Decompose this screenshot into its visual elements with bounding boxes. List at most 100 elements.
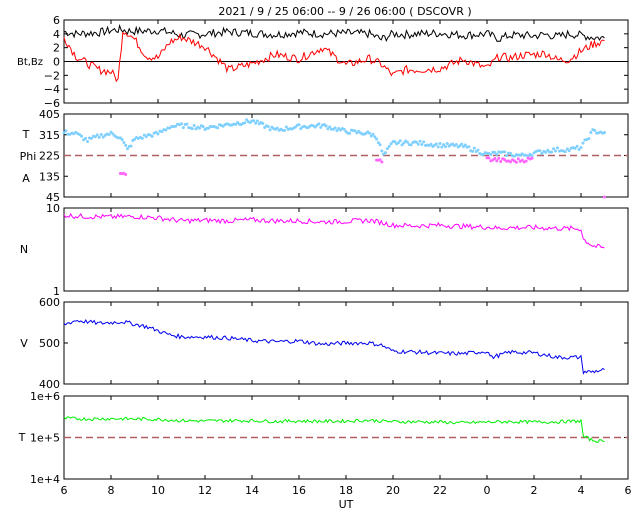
scatter-point-t — [393, 140, 397, 144]
scatter-point-t — [328, 125, 332, 129]
scatter-point-t — [129, 144, 133, 148]
scatter-point-t — [472, 146, 476, 150]
y-tick-label: 400 — [39, 378, 60, 391]
scatter-point-t — [418, 139, 422, 143]
scatter-point-t — [495, 152, 499, 156]
scatter-point-t — [254, 121, 258, 125]
scatter-point-a — [499, 160, 503, 164]
scatter-point-t — [442, 143, 446, 147]
scatter-point-t — [546, 148, 550, 152]
scatter-point-t — [387, 144, 391, 148]
scatter-point-t — [376, 141, 380, 145]
scatter-point-t — [107, 133, 111, 137]
scatter-point-a — [380, 160, 384, 164]
scatter-point-t — [154, 130, 158, 134]
scatter-point-t — [243, 121, 247, 125]
scatter-point-a — [520, 158, 524, 162]
scatter-point-t — [438, 142, 442, 146]
x-tick-label: 16 — [292, 484, 306, 497]
scatter-point-t — [415, 140, 418, 144]
scatter-point-a — [124, 172, 128, 176]
scatter-point-a — [524, 159, 528, 163]
scatter-point-t — [198, 126, 202, 130]
temperature-ylabel: T — [18, 431, 26, 444]
speed-panel: 600 500 400 V — [20, 296, 629, 391]
scatter-point-t — [174, 124, 178, 128]
scatter-point-t — [181, 126, 185, 130]
scatter-point-t — [156, 132, 160, 136]
scatter-point-t — [544, 150, 548, 154]
scatter-point-t — [140, 136, 144, 140]
y-tick-label: 10 — [46, 202, 60, 215]
scatter-point-t — [420, 142, 424, 146]
scatter-point-t — [120, 138, 124, 142]
scatter-point-t — [64, 129, 68, 133]
scatter-point-t — [266, 125, 270, 129]
scatter-point-t — [550, 150, 554, 154]
scatter-point-t — [563, 150, 567, 154]
scatter-point-t — [445, 141, 449, 145]
x-tick-label: 6 — [625, 484, 632, 497]
y-tick-label: 1e+4 — [30, 473, 60, 486]
bfield-ylabel: Bt,Bz — [17, 57, 43, 68]
scatter-point-t — [99, 132, 103, 136]
scatter-point-t — [97, 135, 101, 139]
y-tick-label: −4 — [44, 83, 60, 96]
scatter-point-t — [342, 127, 346, 131]
scatter-point-t — [402, 141, 406, 145]
scatter-point-t — [454, 142, 458, 146]
scatter-point-t — [368, 131, 371, 135]
y-tick-label: 45 — [46, 191, 60, 204]
x-tick-label: 14 — [245, 484, 259, 497]
scatter-point-t — [380, 149, 384, 153]
scatter-point-t — [505, 154, 509, 158]
series-line-v — [63, 318, 605, 375]
scatter-point-t — [275, 126, 279, 130]
a-ylabel: A — [22, 172, 30, 185]
scatter-point-t — [489, 153, 493, 157]
scatter-point-t — [603, 130, 606, 134]
scatter-point-t — [509, 151, 512, 155]
scatter-point-t — [589, 131, 593, 135]
scatter-point-t — [86, 139, 89, 143]
angle-panel: 405 315 225 135 45 T Phi A — [20, 108, 629, 204]
scatter-point-t — [216, 126, 220, 130]
scatter-point-t — [400, 143, 404, 147]
scatter-point-t — [552, 147, 556, 151]
scatter-point-t — [409, 143, 413, 147]
scatter-point-t — [471, 149, 475, 153]
scatter-point-t — [378, 143, 382, 147]
x-tick-label: 4 — [578, 484, 585, 497]
scatter-point-t — [268, 128, 272, 132]
scatter-point-t — [245, 118, 249, 122]
scatter-point-t — [89, 136, 93, 140]
scatter-point-t — [416, 142, 420, 146]
scatter-point-t — [297, 123, 301, 127]
scatter-point-t — [185, 122, 189, 126]
y-tick-label: 500 — [39, 337, 60, 350]
scatter-point-a — [378, 158, 382, 162]
scatter-point-a — [516, 157, 520, 161]
scatter-point-t — [440, 145, 444, 149]
scatter-point-t — [333, 126, 337, 130]
scatter-point-t — [317, 122, 321, 126]
scatter-point-t — [192, 124, 196, 128]
scatter-point-t — [467, 145, 471, 149]
speed-ylabel: V — [20, 337, 28, 350]
series-line-n — [63, 212, 605, 249]
scatter-point-t — [201, 125, 205, 129]
scatter-point-t — [93, 135, 97, 139]
scatter-point-t — [284, 125, 288, 129]
scatter-point-t — [579, 145, 583, 149]
scatter-point-t — [353, 129, 357, 133]
x-tick-label: 8 — [108, 484, 115, 497]
scatter-point-a — [493, 157, 497, 161]
y-tick-label: 1e+6 — [30, 390, 60, 403]
temperature-panel: 1e+6 1e+5 1e+4 T — [18, 390, 629, 486]
scatter-point-t — [556, 146, 559, 150]
scatter-point-t — [396, 141, 400, 145]
scatter-point-t — [493, 151, 497, 155]
scatter-point-t — [434, 142, 438, 146]
scatter-point-a — [495, 159, 499, 163]
